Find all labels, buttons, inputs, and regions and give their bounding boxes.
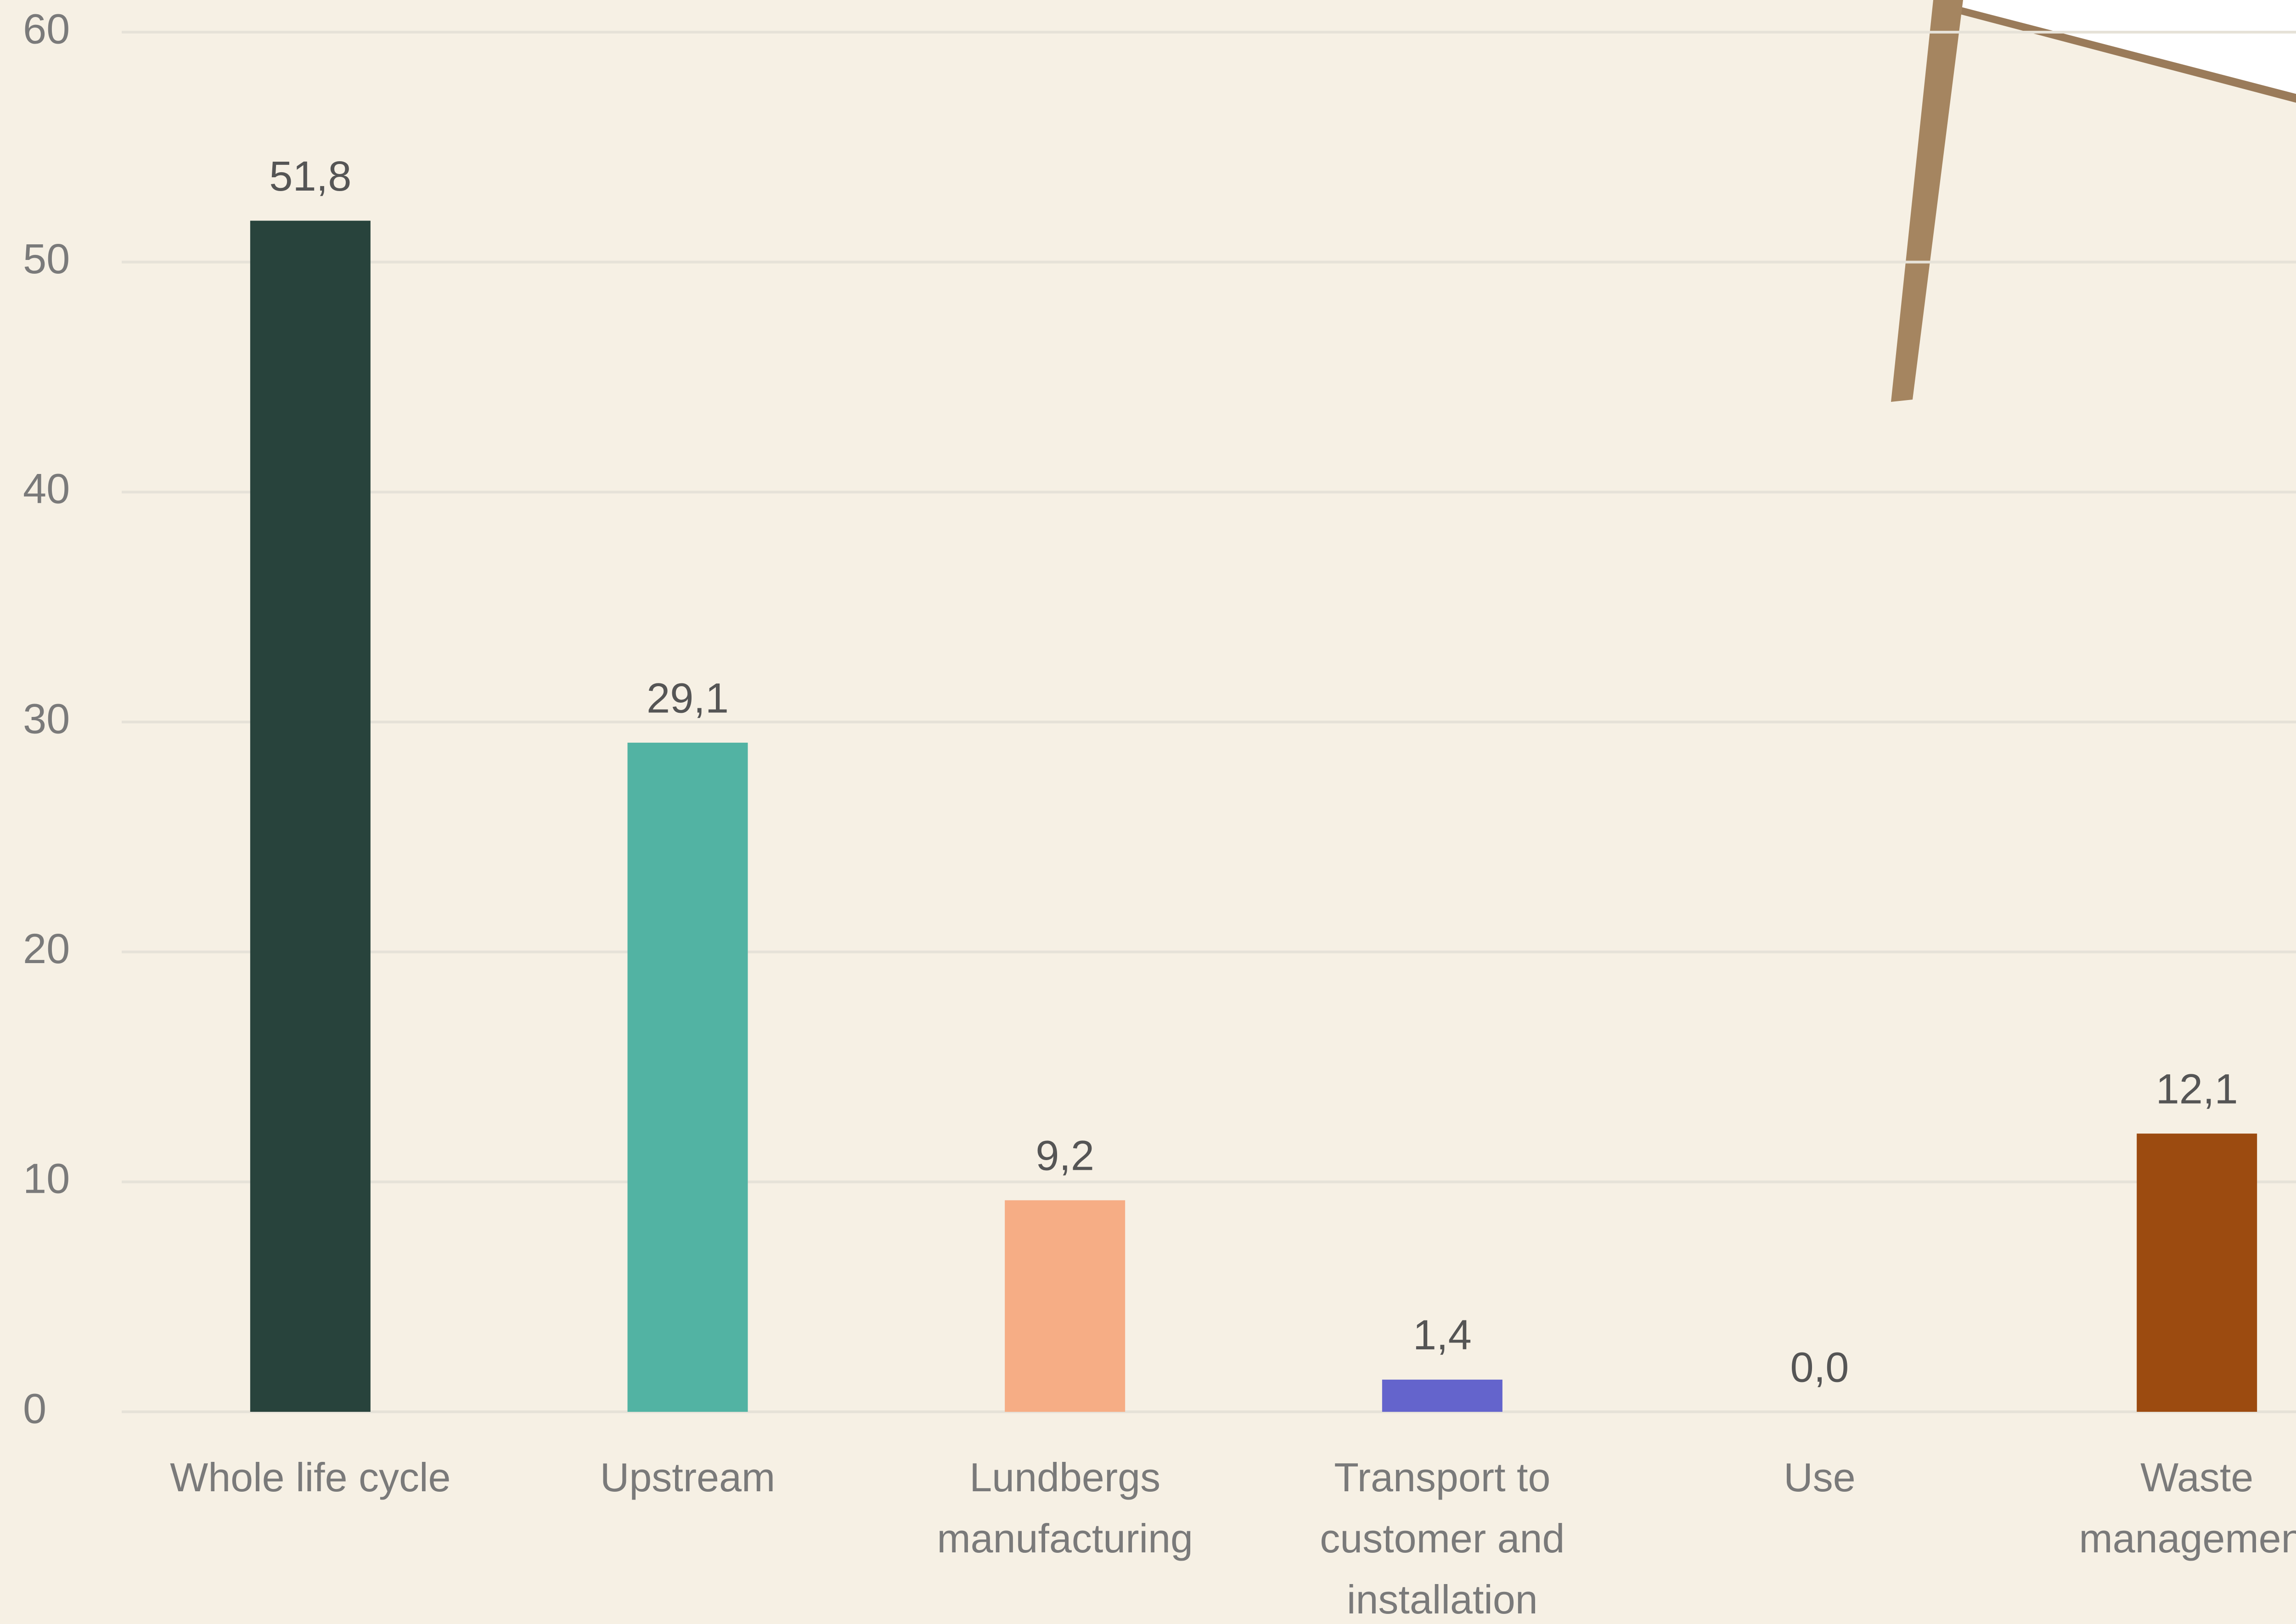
x-tick-label: Whole life cycle bbox=[150, 1447, 471, 1508]
x-tick-label: Waste management bbox=[2036, 1447, 2296, 1569]
x-label-box: Whole life cycle bbox=[150, 1447, 471, 1624]
bar bbox=[2137, 1133, 2257, 1412]
x-label-box: Use bbox=[1659, 1447, 1981, 1624]
y-tick-label: 10 bbox=[23, 1156, 70, 1202]
value-label: 1,4 bbox=[1413, 1312, 1472, 1359]
chart: 0 10 20 30 40 50 60 51,8 Whole life cycle 29,1 Ups… bbox=[0, 0, 2296, 1624]
y-tick-label: 60 bbox=[23, 6, 70, 52]
value-label: 0,0 bbox=[1790, 1344, 1849, 1391]
x-tick-label: Transport to customer and installation bbox=[1282, 1447, 1603, 1624]
y-tick-label: 0 bbox=[23, 1385, 46, 1432]
value-label: 51,8 bbox=[269, 153, 351, 200]
x-label-box: Lundbergs manufacturing bbox=[904, 1447, 1226, 1624]
x-tick-label: Use bbox=[1659, 1447, 1981, 1508]
value-label: 9,2 bbox=[1035, 1133, 1094, 1179]
value-label: 12,1 bbox=[2156, 1066, 2238, 1112]
y-tick-label: 50 bbox=[23, 236, 70, 282]
bar bbox=[628, 743, 748, 1412]
x-label-box: Transport to customer and installation bbox=[1282, 1447, 1603, 1624]
bar bbox=[1005, 1200, 1125, 1412]
value-label: 29,1 bbox=[647, 675, 729, 722]
x-label-box: Waste management bbox=[2036, 1447, 2296, 1624]
bar bbox=[1382, 1380, 1503, 1412]
y-tick-label: 30 bbox=[23, 695, 70, 742]
y-tick-label: 20 bbox=[23, 925, 70, 972]
x-tick-label: Upstream bbox=[527, 1447, 849, 1508]
x-label-box: Upstream bbox=[527, 1447, 849, 1624]
bar bbox=[250, 221, 371, 1412]
x-tick-label: Lundbergs manufacturing bbox=[904, 1447, 1226, 1569]
y-tick-label: 40 bbox=[23, 466, 70, 513]
